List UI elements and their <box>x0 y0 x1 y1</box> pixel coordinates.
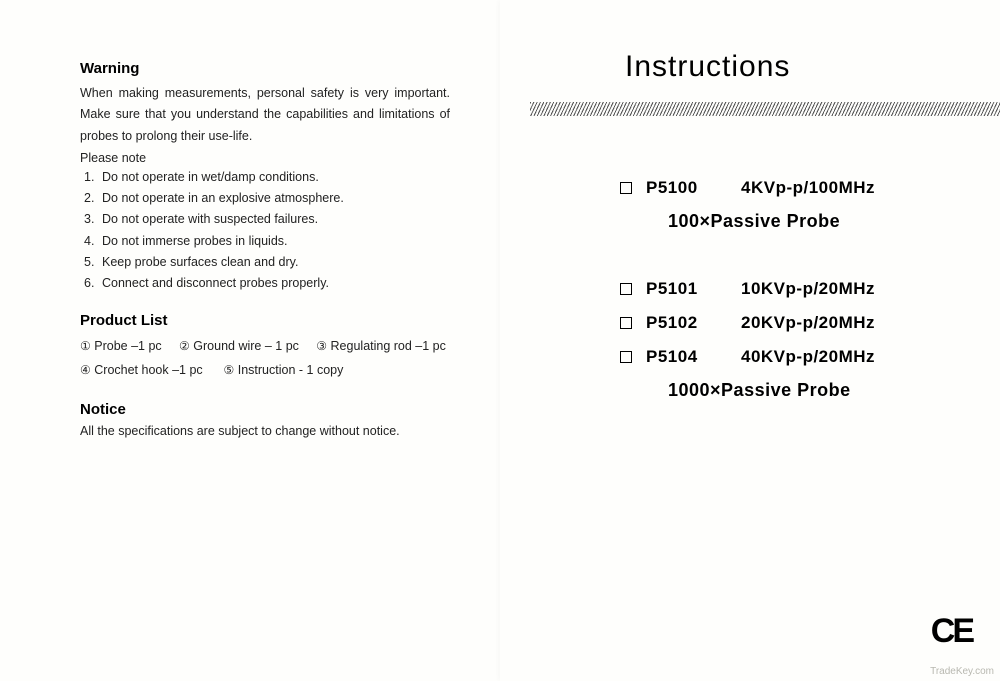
group-label-100x: 100×Passive Probe <box>668 211 970 232</box>
checkbox-icon <box>620 283 632 295</box>
hatched-divider <box>530 102 1000 116</box>
product-list-line-1: ① Probe –1 pc ② Ground wire – 1 pc ③ Reg… <box>80 335 450 359</box>
warning-item-text: Do not immerse probes in liquids. <box>102 234 288 248</box>
warning-heading: Warning <box>80 60 450 77</box>
model-row: P510440KVp-p/20MHz <box>620 340 970 374</box>
warning-item-text: Connect and disconnect probes properly. <box>102 276 329 290</box>
model-spec: 20KVp-p/20MHz <box>741 313 875 332</box>
warning-item-text: Keep probe surfaces clean and dry. <box>102 255 298 269</box>
product-list-line-2: ④ Crochet hook –1 pc ⑤ Instruction - 1 c… <box>80 359 450 383</box>
model-spec: 40KVp-p/20MHz <box>741 347 875 366</box>
product-item-text: Regulating rod –1 pc <box>331 339 446 353</box>
circled-number-icon: ⑤ <box>224 359 235 382</box>
ce-mark-icon: CE <box>931 612 972 651</box>
model-row: P510220KVp-p/20MHz <box>620 306 970 340</box>
circled-number-icon: ③ <box>316 335 327 358</box>
model-spec: 4KVp-p/100MHz <box>741 178 875 197</box>
model-row: P510110KVp-p/20MHz <box>620 272 970 306</box>
notice-heading: Notice <box>80 401 450 418</box>
model-name: P5102 <box>646 306 741 340</box>
checkbox-icon <box>620 317 632 329</box>
instructions-title: Instructions <box>625 50 970 84</box>
circled-number-icon: ④ <box>80 359 91 382</box>
list-item: 3.Do not operate with suspected failures… <box>80 209 450 230</box>
product-item-text: Probe –1 pc <box>94 339 161 353</box>
model-row: P51004KVp-p/100MHz <box>620 171 970 205</box>
left-panel: Warning When making measurements, person… <box>0 0 500 681</box>
notice-body: All the specifications are subject to ch… <box>80 424 450 438</box>
right-panel: Instructions P51004KVp-p/100MHz 100×Pass… <box>500 0 1000 681</box>
list-item: 1.Do not operate in wet/damp conditions. <box>80 167 450 188</box>
list-item: 2.Do not operate in an explosive atmosph… <box>80 188 450 209</box>
list-item: 6.Connect and disconnect probes properly… <box>80 273 450 294</box>
circled-number-icon: ① <box>80 335 91 358</box>
checkbox-icon <box>620 351 632 363</box>
product-item-text: Instruction - 1 copy <box>238 363 344 377</box>
model-group-100x: P51004KVp-p/100MHz 100×Passive Probe <box>620 171 970 232</box>
model-spec: 10KVp-p/20MHz <box>741 279 875 298</box>
circled-number-icon: ② <box>179 335 190 358</box>
list-item: 4.Do not immerse probes in liquids. <box>80 231 450 252</box>
model-name: P5101 <box>646 272 741 306</box>
model-name: P5104 <box>646 340 741 374</box>
group-label-1000x: 1000×Passive Probe <box>668 380 970 401</box>
list-item: 5.Keep probe surfaces clean and dry. <box>80 252 450 273</box>
warning-item-text: Do not operate in wet/damp conditions. <box>102 170 319 184</box>
product-item-text: Ground wire – 1 pc <box>193 339 299 353</box>
watermark-text: TradeKey.com <box>930 666 994 677</box>
model-group-1000x: P510110KVp-p/20MHz P510220KVp-p/20MHz P5… <box>620 272 970 401</box>
product-item-text: Crochet hook –1 pc <box>94 363 202 377</box>
product-list-heading: Product List <box>80 312 450 329</box>
warning-list: 1.Do not operate in wet/damp conditions.… <box>80 167 450 295</box>
warning-item-text: Do not operate in an explosive atmospher… <box>102 191 344 205</box>
model-name: P5100 <box>646 171 741 205</box>
warning-body: When making measurements, personal safet… <box>80 83 450 147</box>
checkbox-icon <box>620 182 632 194</box>
please-note-label: Please note <box>80 151 450 165</box>
warning-item-text: Do not operate with suspected failures. <box>102 212 318 226</box>
document-page: Warning When making measurements, person… <box>0 0 1000 681</box>
